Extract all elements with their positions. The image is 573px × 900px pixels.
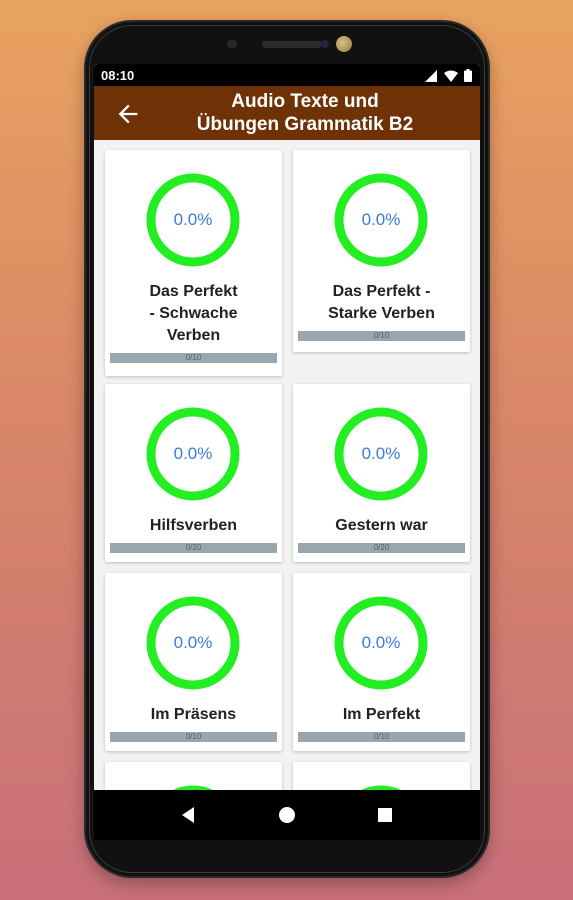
progress-ring-icon [146,407,240,501]
progress-ring-icon [334,596,428,690]
lesson-title-line: Das Perfekt - [332,283,431,300]
progress-label: 0/10 [373,331,390,340]
lesson-title: Im Perfekt [313,704,450,726]
lesson-card[interactable]: 0.0% Das Perfekt - Schwache Verben 0/10 [105,150,282,376]
lesson-card[interactable]: 0.0% Im Perfekt 0/10 [293,573,470,751]
lesson-card[interactable]: 0.0% Hilfsverben 0/20 [105,384,282,562]
lesson-title-line: Im Perfekt [342,706,421,723]
front-camera-icon [336,36,352,52]
proximity-sensor-icon [321,40,329,48]
page-title: Audio Texte und Übungen Grammatik B2 [150,90,460,136]
progress-percent: 0.0% [173,210,213,229]
lesson-card[interactable] [293,762,470,790]
lesson-title-line: Verben [166,327,221,344]
triangle-back-icon[interactable] [179,805,199,825]
sensor-icon [227,39,237,49]
lesson-title-line: Im Präsens [150,706,237,723]
progress-percent: 0.0% [173,633,213,652]
lesson-title: Im Präsens [125,704,262,726]
lesson-progress-bar: 0/10 [110,353,277,363]
lesson-progress-bar: 0/10 [298,331,465,341]
lesson-progress-bar: 0/20 [110,543,277,553]
progress-percent: 0.0% [361,633,401,652]
progress-label: 0/10 [373,732,390,741]
status-icons [425,69,472,82]
lesson-card[interactable]: 0.0% Gestern war 0/20 [293,384,470,562]
signal-icon [425,69,437,82]
lesson-title: Gestern war [313,515,450,537]
progress-percent: 0.0% [361,210,401,229]
progress-label: 0/20 [185,543,202,552]
lesson-progress-bar: 0/20 [298,543,465,553]
progress-percent: 0.0% [361,444,401,463]
phone-frame: 08:10 Audio Texte und Übungen Grammatik … [86,22,488,876]
progress-label: 0/10 [185,353,202,362]
lesson-title-line: - Schwache [149,305,238,322]
lesson-title: Das Perfekt - Starke Verben [313,281,450,325]
progress-ring-icon [146,596,240,690]
lesson-title-line: Starke Verben [328,305,435,322]
square-recents-icon[interactable] [375,805,395,825]
app-bar: Audio Texte und Übungen Grammatik B2 [94,86,480,140]
lesson-progress-bar: 0/10 [110,732,277,742]
progress-label: 0/10 [185,732,202,741]
lesson-title: Hilfsverben [125,515,262,537]
lesson-card[interactable]: 0.0% Im Präsens 0/10 [105,573,282,751]
speaker-grille [262,41,322,48]
battery-icon [464,69,472,82]
progress-ring-icon [146,173,240,267]
progress-ring-icon [334,407,428,501]
status-bar: 08:10 [94,64,480,86]
wifi-icon [444,70,458,82]
arrow-back-icon[interactable] [114,100,142,128]
circle-home-icon[interactable] [277,805,297,825]
lesson-title-line: Das Perfekt [149,283,238,300]
status-time: 08:10 [101,68,135,83]
device-screen: 08:10 Audio Texte und Übungen Grammatik … [94,64,480,840]
lesson-progress-bar: 0/10 [298,732,465,742]
lesson-title-line: Gestern war [335,517,428,534]
page-title-line2: Übungen Grammatik B2 [196,114,414,135]
lesson-card[interactable]: 0.0% Das Perfekt - Starke Verben 0/10 [293,150,470,352]
phone-chin [94,840,480,868]
progress-ring-icon [334,173,428,267]
lesson-title-line: Hilfsverben [149,517,238,534]
lesson-title: Das Perfekt - Schwache Verben [125,281,262,347]
progress-label: 0/20 [373,543,390,552]
page-title-line1: Audio Texte und [231,91,379,112]
progress-percent: 0.0% [173,444,213,463]
lesson-card[interactable] [105,762,282,790]
lesson-list[interactable]: 0.0% Das Perfekt - Schwache Verben 0/10 0.0% D… [94,140,480,790]
navigation-bar [94,790,480,840]
